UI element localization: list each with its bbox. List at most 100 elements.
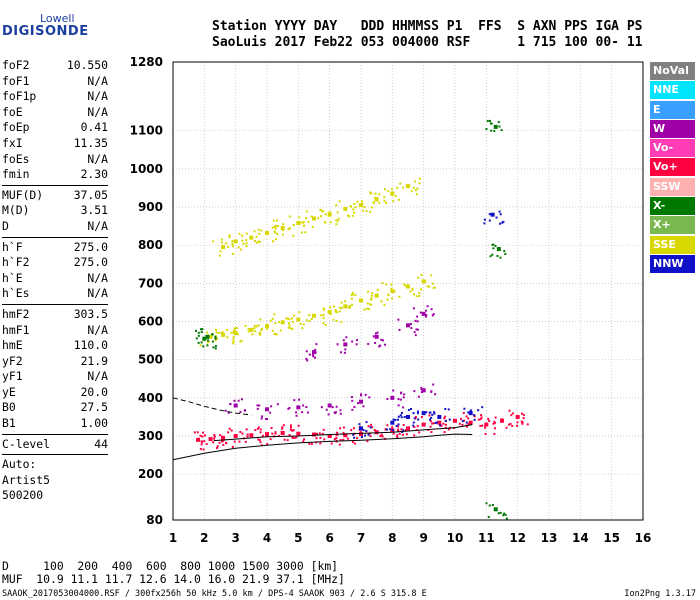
data-point-scatter	[414, 416, 417, 419]
data-point-scatter	[276, 219, 279, 222]
data-point-scatter	[434, 393, 437, 396]
data-point-scatter	[213, 435, 216, 438]
data-point-scatter	[443, 431, 446, 434]
data-point-scatter	[380, 338, 383, 341]
param-value: N/A	[87, 322, 108, 337]
data-point-scatter	[488, 213, 491, 216]
data-point-scatter	[414, 319, 417, 322]
data-point-scatter	[364, 393, 367, 396]
data-point-scatter	[505, 517, 508, 520]
param-label: foEs	[2, 151, 30, 166]
data-point-scatter	[392, 432, 395, 435]
data-point-scatter	[270, 405, 273, 408]
data-point-scatter	[259, 431, 262, 434]
param-value: N/A	[87, 89, 108, 104]
data-point-scatter	[493, 130, 496, 133]
data-point-scatter	[271, 317, 274, 320]
data-point-scatter	[503, 512, 506, 515]
data-point-scatter	[359, 430, 362, 433]
data-point-scatter	[314, 351, 317, 354]
param-value: 0.41	[80, 120, 108, 135]
y-tick-label: 600	[138, 315, 163, 329]
data-point-scatter	[235, 326, 238, 329]
data-point	[280, 320, 285, 325]
data-point-scatter	[400, 411, 403, 414]
data-point-scatter	[335, 434, 338, 437]
data-point-scatter	[352, 211, 355, 214]
data-point	[280, 226, 285, 231]
data-point-scatter	[420, 386, 423, 389]
data-point-scatter	[320, 406, 323, 409]
param-label: foE	[2, 104, 23, 119]
data-point-scatter	[201, 435, 204, 438]
data-point-scatter	[308, 353, 311, 356]
data-point-scatter	[291, 317, 294, 320]
data-point	[343, 433, 348, 438]
data-point	[359, 298, 363, 303]
data-point-scatter	[232, 342, 235, 345]
data-point-scatter	[197, 334, 200, 337]
param-label: yF1	[2, 369, 23, 384]
data-point-scatter	[220, 331, 223, 334]
data-point-scatter	[444, 415, 447, 418]
data-point-scatter	[221, 331, 224, 334]
data-point-scatter	[488, 119, 491, 122]
data-point-scatter	[516, 424, 519, 427]
param-group-confidence: C-level 44	[2, 437, 108, 453]
data-point-scatter	[435, 421, 438, 424]
data-point-scatter	[488, 219, 491, 222]
data-point-scatter	[510, 414, 513, 417]
data-point-scatter	[287, 322, 290, 325]
data-point-scatter	[199, 434, 202, 437]
param-row: yE 20.0	[2, 385, 108, 401]
param-row: h`E N/A	[2, 271, 108, 287]
data-point-scatter	[233, 399, 236, 402]
data-point-scatter	[483, 222, 486, 225]
y-tick-label: 80	[146, 513, 163, 527]
data-point-scatter	[516, 421, 519, 424]
data-point-scatter	[274, 224, 277, 227]
data-point-scatter	[311, 353, 314, 356]
data-point-scatter	[332, 305, 335, 308]
data-point-scatter	[378, 201, 381, 204]
y-tick-label: 1100	[130, 124, 163, 138]
data-point	[233, 239, 238, 244]
data-point-scatter	[354, 206, 357, 209]
param-label: fmin	[2, 167, 30, 182]
data-point-scatter	[367, 342, 370, 345]
data-point-scatter	[400, 428, 403, 431]
logo-top-text: Lowell	[40, 12, 75, 25]
data-point-scatter	[232, 330, 235, 333]
data-point-scatter	[288, 407, 291, 410]
data-point-scatter	[289, 327, 292, 330]
data-point-scatter	[367, 290, 370, 293]
data-point-scatter	[200, 341, 203, 344]
data-point-scatter	[256, 427, 259, 430]
data-point-scatter	[305, 406, 308, 409]
data-point-scatter	[361, 209, 364, 212]
x-tick-label: 16	[635, 531, 652, 545]
data-point-scatter	[403, 415, 406, 418]
data-point-scatter	[360, 203, 363, 206]
data-point-scatter	[273, 230, 276, 233]
data-point-scatter	[255, 241, 258, 244]
data-point-scatter	[500, 129, 503, 132]
param-label: MUF(D)	[2, 187, 44, 202]
param-label: h`Es	[2, 286, 30, 301]
data-point-scatter	[343, 351, 346, 354]
data-point	[468, 420, 473, 425]
data-point-scatter	[237, 399, 240, 402]
data-point-scatter	[397, 423, 400, 426]
data-point-scatter	[370, 298, 373, 301]
data-point-scatter	[209, 437, 212, 440]
data-point-scatter	[306, 411, 309, 414]
data-point-scatter	[402, 396, 405, 399]
data-point-scatter	[494, 416, 497, 419]
param-row: hmE 110.0	[2, 338, 108, 354]
data-point-scatter	[241, 239, 244, 242]
data-point-scatter	[367, 433, 370, 436]
data-point-scatter	[231, 445, 234, 448]
data-point-scatter	[220, 238, 223, 241]
data-point-scatter	[353, 405, 356, 408]
